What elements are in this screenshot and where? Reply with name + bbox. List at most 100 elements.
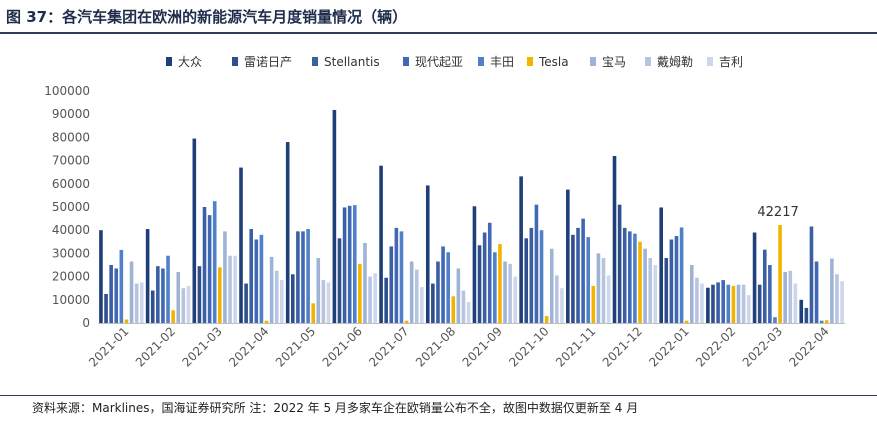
bar (274, 270, 279, 323)
bar (145, 229, 150, 323)
bar (513, 276, 518, 323)
bar (176, 271, 181, 323)
bar (788, 270, 793, 323)
y-tick-label: 90000 (52, 107, 90, 121)
y-tick-label: 10000 (52, 293, 90, 307)
bar (752, 232, 757, 323)
bar (414, 269, 419, 323)
bar (306, 229, 310, 323)
bar (804, 307, 809, 323)
bar (124, 319, 129, 323)
bar (156, 266, 160, 323)
bar (119, 249, 124, 323)
y-tick-label: 20000 (52, 270, 90, 284)
bar (700, 283, 704, 323)
bar (674, 236, 679, 323)
bar (653, 265, 658, 323)
bar (461, 290, 466, 323)
legend-label: 丰田 (490, 55, 514, 69)
legend-label: 大众 (178, 55, 202, 69)
x-tick-label: 2021-10 (506, 324, 551, 369)
bar (466, 302, 471, 323)
bar (601, 258, 606, 323)
chart-title: 图 37：各汽车集团在欧洲的新能源汽车月度销量情况（辆） (6, 8, 408, 26)
bar (503, 261, 507, 323)
legend-label: 戴姆勒 (657, 54, 693, 69)
bar (560, 288, 564, 323)
x-tick-label: 2021-11 (553, 324, 598, 369)
bar (606, 275, 611, 323)
bar (591, 285, 596, 323)
x-tick-label: 2022-01 (646, 324, 691, 369)
legend-swatch (527, 57, 533, 66)
bar (648, 258, 653, 323)
bar (264, 320, 269, 323)
bar (311, 303, 315, 323)
bar (581, 218, 585, 323)
legend: 大众 雷诺日产 Stellantis 现代起亚 丰田 Tesla 宝马 戴姆勒 吉利 (166, 54, 743, 69)
legend-label: 雷诺日产 (244, 55, 292, 69)
bar (239, 167, 243, 323)
bar (104, 294, 108, 323)
bar (431, 283, 435, 323)
source-rule (0, 395, 877, 396)
legend-swatch (478, 57, 484, 66)
bar (321, 280, 326, 323)
x-tick-label: 2021-02 (133, 324, 178, 369)
annotations: 42217 (757, 205, 798, 220)
bar (633, 233, 637, 323)
bar (316, 258, 321, 323)
bar (379, 165, 383, 323)
bar (166, 255, 170, 323)
bar (726, 284, 731, 323)
legend-label: Stellantis (324, 55, 380, 69)
bar (814, 261, 819, 323)
bar (487, 222, 492, 323)
x-tick-label: 2021-12 (600, 324, 645, 369)
bar (259, 234, 264, 323)
bar (534, 204, 539, 323)
bar (529, 227, 534, 323)
legend-swatch (707, 57, 713, 66)
bar (368, 276, 372, 323)
bar (809, 226, 814, 323)
x-tick-label: 2021-07 (366, 324, 411, 369)
bar (669, 239, 674, 323)
bar (799, 299, 804, 323)
y-axis: 0 10000 20000 30000 40000 50000 60000 70000 8000… (44, 84, 90, 330)
bar (451, 296, 456, 323)
bar (399, 231, 404, 323)
bar (508, 263, 512, 323)
bar (493, 252, 497, 323)
legend-swatch (166, 57, 172, 66)
x-tick-label: 2022-04 (786, 324, 831, 369)
bar (472, 206, 477, 323)
legend-label: 宝马 (602, 55, 626, 69)
bar (114, 268, 119, 323)
bar (617, 204, 622, 323)
bar (706, 287, 710, 323)
bar (566, 189, 570, 323)
bar (643, 248, 647, 323)
bar (389, 246, 394, 323)
bar (549, 248, 554, 323)
bar (819, 320, 824, 323)
bar (326, 282, 331, 323)
bar (524, 238, 529, 323)
bar (129, 261, 134, 323)
bar (342, 207, 347, 323)
data-label: 42217 (757, 205, 798, 220)
bar (684, 320, 689, 323)
bar (249, 229, 254, 323)
y-tick-label: 30000 (52, 246, 90, 260)
title-rule (0, 32, 877, 34)
bar (689, 265, 694, 323)
legend-swatch (232, 57, 238, 66)
bar (404, 320, 409, 323)
bar (622, 227, 627, 323)
bar (824, 320, 829, 323)
bar (384, 277, 388, 323)
legend-label: Tesla (538, 55, 569, 69)
bar (181, 288, 186, 323)
bar (139, 282, 144, 323)
